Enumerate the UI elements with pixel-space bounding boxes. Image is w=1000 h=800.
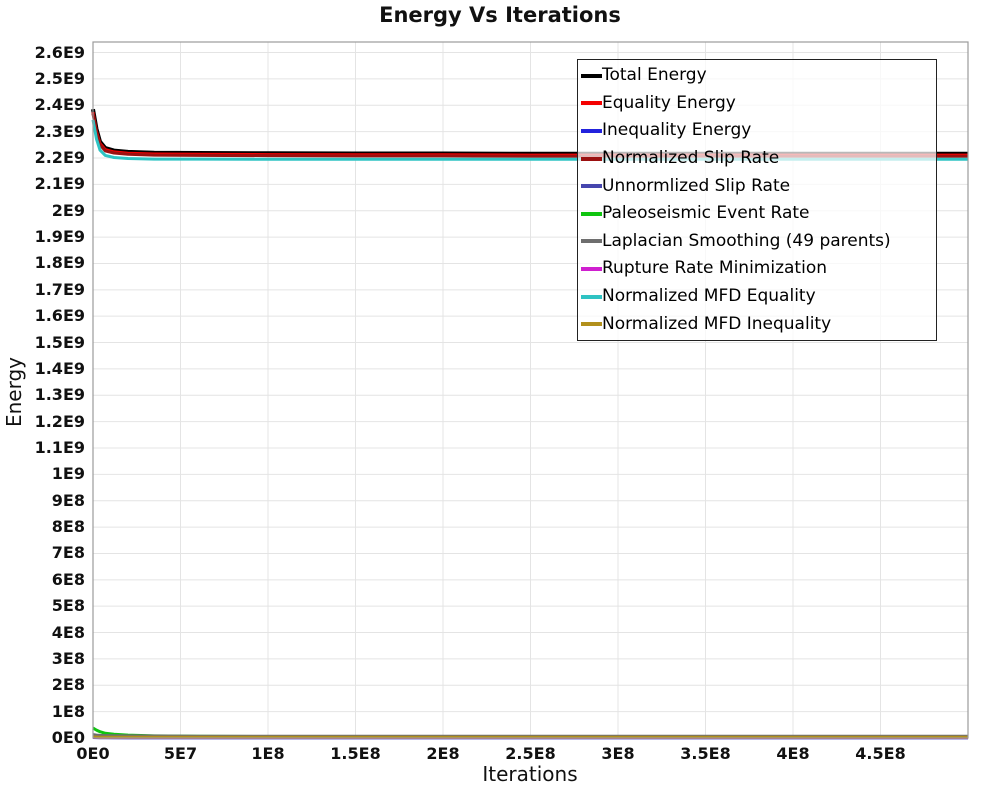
legend-item: Equality Energy	[581, 90, 936, 118]
legend-item: Inequality Energy	[581, 117, 936, 145]
y-tick-label: 1.4E9	[34, 358, 85, 378]
legend-marker	[581, 211, 602, 216]
chart-title: Energy Vs Iterations	[379, 3, 621, 27]
legend-marker	[581, 294, 602, 299]
legend-marker	[581, 128, 602, 133]
y-tick-label: 5E8	[51, 596, 85, 616]
legend-marker	[581, 322, 602, 327]
y-tick-label: 6E8	[51, 569, 85, 589]
legend-item-label: Inequality Energy	[602, 120, 752, 141]
y-tick-label: 2.2E9	[34, 148, 85, 167]
y-tick-label: 1.9E9	[34, 227, 85, 247]
legend-item-label: Unnormlized Slip Rate	[602, 175, 791, 196]
legend-item: Rupture Rate Minimization	[581, 255, 936, 283]
x-tick-label: 1.5E8	[330, 744, 381, 763]
legend-item-label: Normalized Slip Rate	[602, 148, 780, 169]
y-tick-label: 1E9	[51, 464, 85, 484]
legend-marker	[581, 184, 602, 189]
plot-border	[92, 41, 969, 739]
legend-item-label: Paleoseismic Event Rate	[602, 203, 810, 224]
y-tick-label: 3E8	[51, 648, 85, 668]
legend-marker	[581, 101, 602, 106]
y-tick-label: 1.7E9	[34, 279, 85, 299]
y-tick-label: 4E8	[51, 622, 85, 642]
y-tick-label: 0E0	[51, 728, 85, 747]
legend-item: Unnormlized Slip Rate	[581, 172, 936, 200]
x-tick-label: 1E8	[251, 744, 285, 763]
y-tick-label: 2E8	[51, 675, 85, 695]
legend-item: Normalized MFD Equality	[581, 283, 936, 311]
x-tick-label: 3E8	[601, 744, 635, 763]
y-tick-label: 2.1E9	[34, 174, 85, 194]
y-tick-label: 2.3E9	[34, 121, 85, 141]
legend-item-label: Equality Energy	[602, 92, 736, 113]
y-tick-label: 1.1E9	[34, 438, 85, 457]
y-tick-label: 1.3E9	[34, 385, 85, 405]
legend-item: Total Energy	[581, 62, 936, 90]
legend: Total Energy Equality Energy Inequality En…	[577, 59, 937, 341]
legend-marker	[581, 73, 602, 78]
legend-marker	[581, 156, 602, 161]
y-tick-label: 2.5E9	[34, 68, 85, 88]
y-tick-label: 1.2E9	[34, 411, 85, 431]
y-tick-label: 1.5E9	[34, 332, 85, 352]
y-tick-label: 9E8	[51, 490, 85, 510]
y-tick-label: 2.4E9	[34, 95, 85, 115]
legend-marker	[581, 266, 602, 271]
legend-item: Paleoseismic Event Rate	[581, 200, 936, 228]
legend-item-label: Laplacian Smoothing (49 parents)	[602, 230, 891, 251]
x-axis-label: Iterations	[482, 762, 578, 786]
y-tick-label: 2.6E9	[34, 42, 85, 62]
legend-item-label: Total Energy	[602, 65, 707, 86]
x-tick-label: 3.5E8	[680, 744, 731, 763]
legend-item-label: Normalized MFD Inequality	[602, 313, 832, 334]
legend-item: Normalized Slip Rate	[581, 145, 936, 173]
y-tick-label: 8E8	[51, 517, 85, 537]
x-tick-label: 2E8	[426, 744, 460, 763]
legend-item-label: Rupture Rate Minimization	[602, 258, 827, 279]
legend-item-label: Normalized MFD Equality	[602, 286, 816, 307]
x-tick-label: 5E7	[163, 744, 198, 763]
y-tick-label: 2E9	[51, 200, 85, 220]
legend-marker	[581, 239, 602, 244]
x-tick-label: 0E0	[76, 744, 110, 763]
x-tick-label: 2.5E8	[505, 744, 556, 763]
legend-item: Laplacian Smoothing (49 parents)	[581, 228, 936, 256]
x-tick-label: 4.5E8	[855, 744, 906, 763]
y-tick-label: 1.6E9	[34, 306, 85, 326]
y-tick-label: 7E8	[51, 543, 85, 563]
y-tick-label: 1E8	[51, 701, 85, 721]
legend-item: Normalized MFD Inequality	[581, 310, 936, 338]
x-tick-label: 4E8	[776, 744, 810, 763]
y-tick-label: 1.8E9	[34, 253, 85, 273]
